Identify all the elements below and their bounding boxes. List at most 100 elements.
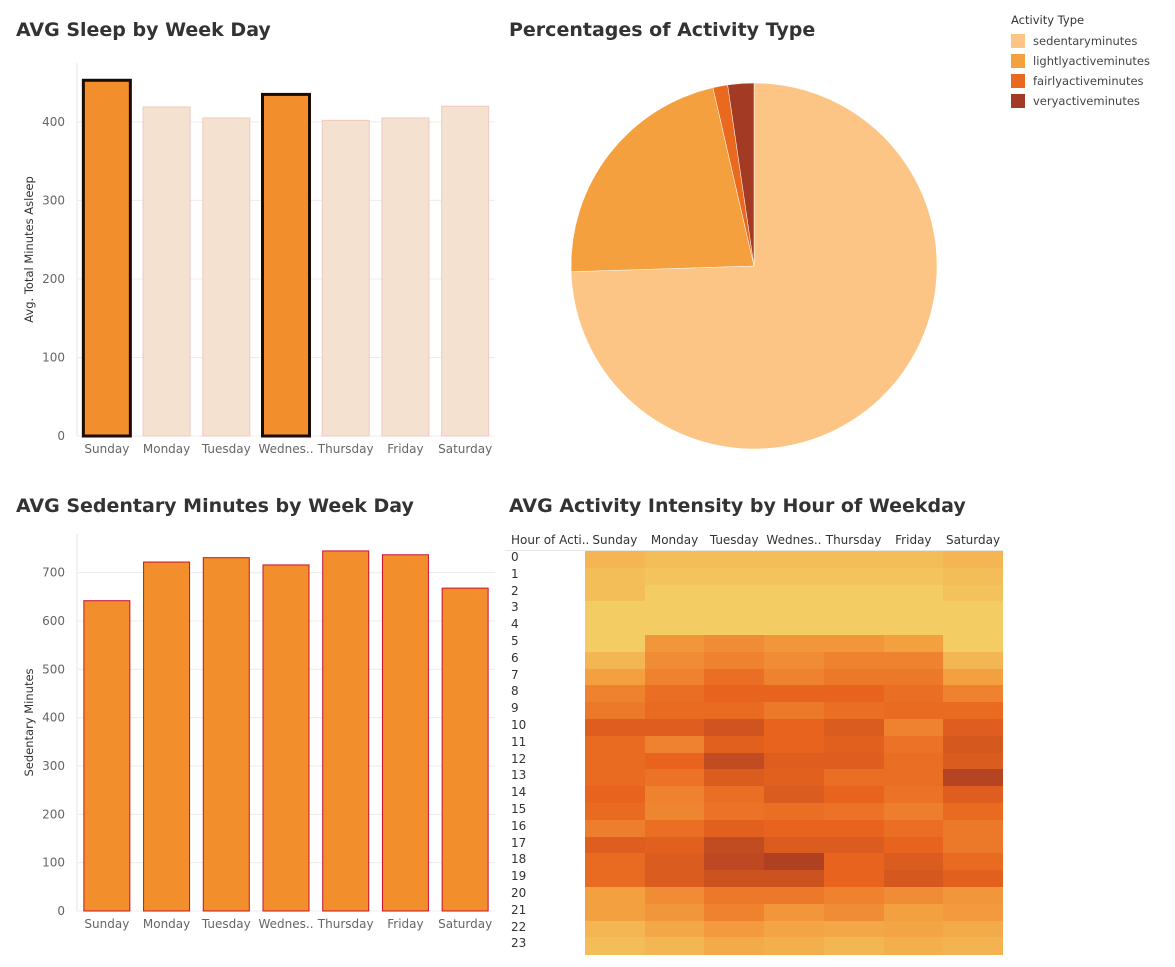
heatmap-cell[interactable]	[943, 920, 1004, 938]
heatmap-cell[interactable]	[704, 920, 765, 938]
heatmap-cell[interactable]	[943, 819, 1004, 838]
heatmap-cell[interactable]	[943, 786, 1004, 804]
heatmap-cell[interactable]	[823, 584, 884, 602]
heatmap-cell[interactable]	[823, 903, 884, 922]
heatmap-cell[interactable]	[823, 937, 884, 955]
heatmap-cell[interactable]	[644, 786, 705, 804]
heatmap-cell[interactable]	[823, 735, 884, 754]
heatmap-cell[interactable]	[823, 752, 884, 770]
heatmap-cell[interactable]	[764, 635, 825, 653]
heatmap-cell[interactable]	[644, 551, 705, 569]
heatmap-cell[interactable]	[704, 903, 765, 922]
heatmap-cell[interactable]	[644, 601, 705, 619]
heatmap-cell[interactable]	[704, 551, 765, 569]
heatmap-cell[interactable]	[883, 668, 944, 686]
heatmap-cell[interactable]	[704, 819, 765, 838]
bar-thursday[interactable]	[321, 119, 370, 437]
legend-item-veryactiveminutes[interactable]: veryactiveminutes	[1011, 91, 1150, 111]
heatmap-cell[interactable]	[585, 618, 646, 636]
heatmap-cell[interactable]	[943, 601, 1004, 619]
heatmap-cell[interactable]	[823, 551, 884, 569]
heatmap-cell[interactable]	[644, 819, 705, 838]
heatmap-cell[interactable]	[823, 920, 884, 938]
activity-type-legend[interactable]: Activity Type sedentaryminutes lightlyact…	[1011, 13, 1150, 111]
heatmap-cell[interactable]	[943, 618, 1004, 636]
heatmap-cell[interactable]	[943, 870, 1004, 888]
heatmap-cell[interactable]	[943, 853, 1004, 871]
heatmap-cell[interactable]	[644, 735, 705, 754]
heatmap-cell[interactable]	[883, 752, 944, 770]
heatmap-cell[interactable]	[585, 719, 646, 737]
heatmap-cell[interactable]	[764, 651, 825, 670]
heatmap-cell[interactable]	[585, 870, 646, 888]
heatmap-cell[interactable]	[764, 903, 825, 922]
heatmap-cell[interactable]	[823, 702, 884, 720]
heatmap-cell[interactable]	[764, 769, 825, 787]
heatmap-cell[interactable]	[883, 853, 944, 871]
heatmap-cell[interactable]	[704, 853, 765, 871]
heatmap-cell[interactable]	[883, 819, 944, 838]
heatmap-cell[interactable]	[585, 601, 646, 619]
bar-wednes[interactable]	[261, 92, 311, 438]
heatmap-cell[interactable]	[585, 567, 646, 586]
heatmap-cell[interactable]	[943, 584, 1004, 602]
heatmap-cell[interactable]	[764, 567, 825, 586]
heatmap-cell[interactable]	[883, 702, 944, 720]
heatmap-cell[interactable]	[943, 551, 1004, 569]
legend-item-sedentaryminutes[interactable]: sedentaryminutes	[1011, 31, 1150, 51]
bar-tuesday[interactable]	[202, 557, 250, 912]
heatmap-cell[interactable]	[644, 618, 705, 636]
heatmap-cell[interactable]	[704, 618, 765, 636]
heatmap-cell[interactable]	[883, 735, 944, 754]
heatmap-cell[interactable]	[644, 719, 705, 737]
heatmap-cell[interactable]	[644, 836, 705, 854]
heatmap-cell[interactable]	[943, 903, 1004, 922]
bar-thursday[interactable]	[322, 550, 370, 912]
heatmap-cell[interactable]	[764, 735, 825, 754]
heatmap-cell[interactable]	[704, 584, 765, 602]
heatmap-cell[interactable]	[764, 786, 825, 804]
bar-wednes[interactable]	[262, 564, 310, 912]
bar-sunday[interactable]	[81, 78, 132, 438]
heatmap-cell[interactable]	[644, 903, 705, 922]
heatmap-cell[interactable]	[704, 685, 765, 703]
heatmap-cell[interactable]	[704, 769, 765, 787]
heatmap-cell[interactable]	[943, 803, 1004, 821]
heatmap-cell[interactable]	[764, 702, 825, 720]
heatmap-cell[interactable]	[585, 836, 646, 854]
heatmap-cell[interactable]	[704, 752, 765, 770]
heatmap-cell[interactable]	[764, 685, 825, 703]
heatmap-cell[interactable]	[704, 937, 765, 955]
heatmap-cell[interactable]	[704, 735, 765, 754]
heatmap-cell[interactable]	[704, 635, 765, 653]
heatmap-cell[interactable]	[585, 635, 646, 653]
heatmap-cell[interactable]	[943, 719, 1004, 737]
heatmap-cell[interactable]	[883, 719, 944, 737]
heatmap-cell[interactable]	[823, 618, 884, 636]
heatmap-cell[interactable]	[704, 870, 765, 888]
heatmap-cell[interactable]	[823, 567, 884, 586]
heatmap-cell[interactable]	[585, 853, 646, 871]
heatmap-cell[interactable]	[823, 668, 884, 686]
heatmap-cell[interactable]	[883, 920, 944, 938]
heatmap-cell[interactable]	[883, 651, 944, 670]
heatmap-cell[interactable]	[764, 668, 825, 686]
heatmap-cell[interactable]	[764, 920, 825, 938]
heatmap-cell[interactable]	[704, 803, 765, 821]
heatmap-cell[interactable]	[764, 601, 825, 619]
heatmap-cell[interactable]	[823, 887, 884, 905]
heatmap-cell[interactable]	[943, 567, 1004, 586]
legend-item-fairlyactiveminutes[interactable]: fairlyactiveminutes	[1011, 71, 1150, 91]
heatmap-cell[interactable]	[644, 887, 705, 905]
heatmap-cell[interactable]	[764, 719, 825, 737]
heatmap-cell[interactable]	[644, 853, 705, 871]
heatmap-cell[interactable]	[823, 685, 884, 703]
heatmap-cell[interactable]	[585, 668, 646, 686]
heatmap-cell[interactable]	[585, 685, 646, 703]
heatmap-cell[interactable]	[883, 786, 944, 804]
heatmap-cell[interactable]	[704, 836, 765, 854]
heatmap-cell[interactable]	[883, 836, 944, 854]
pie-slice-lightlyactiveminutes[interactable]	[570, 87, 755, 273]
heatmap-cell[interactable]	[764, 937, 825, 955]
heatmap-cell[interactable]	[943, 769, 1004, 787]
